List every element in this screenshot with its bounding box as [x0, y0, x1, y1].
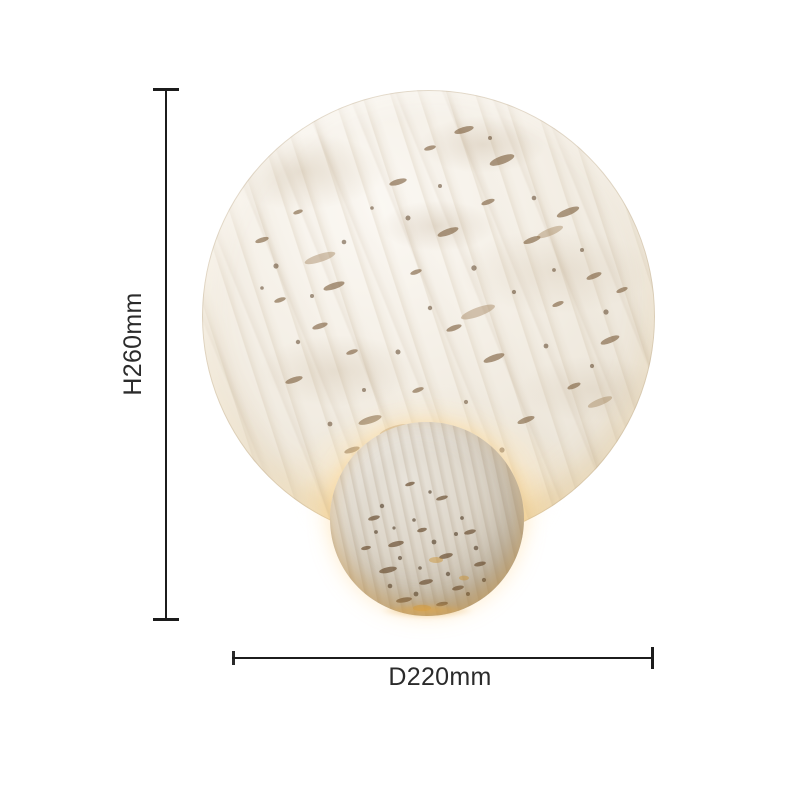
sphere-bottom-glow	[330, 422, 524, 616]
width-dimension-label: D220mm	[388, 663, 492, 691]
height-dimension-label: H260mm	[118, 292, 147, 396]
sphere-stone-surface	[330, 422, 524, 616]
width-dimension-cap-right	[651, 647, 654, 669]
height-dimension-cap-top	[153, 88, 179, 91]
light-sphere	[330, 422, 524, 618]
height-dimension-cap-bottom	[153, 618, 179, 621]
sphere-base-glow	[380, 606, 474, 618]
height-dimension-line	[165, 90, 167, 621]
width-dimension-line	[232, 657, 653, 659]
